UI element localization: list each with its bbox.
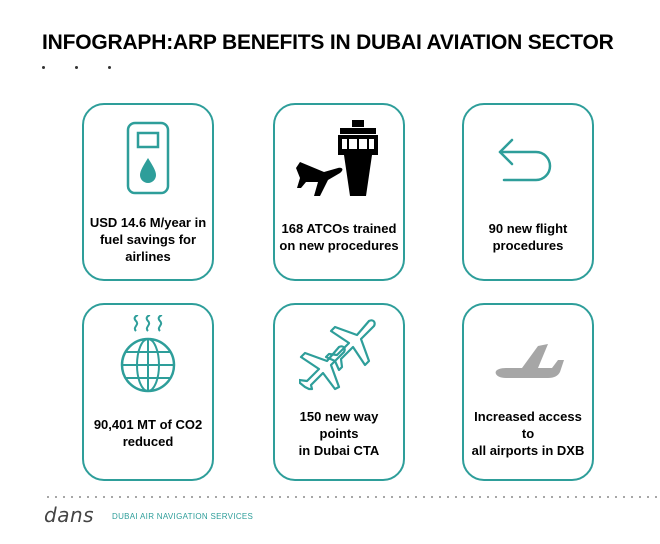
card-label: 150 new way points in Dubai CTA (298, 408, 380, 458)
footer-divider (44, 496, 660, 498)
card-label: 90,401 MT of CO2 reduced (93, 417, 203, 449)
card-label: Increased access to all airports in DXB (471, 408, 585, 458)
benefit-card-co2-reduction: 90,401 MT of CO2 reduced (82, 303, 214, 481)
control-tower-icon (275, 119, 403, 199)
dans-logo: dans (44, 503, 95, 527)
return-arrow-icon (464, 119, 592, 199)
benefit-card-airport-access: Increased access to all airports in DXB (462, 303, 594, 481)
airplane-icon (464, 319, 592, 399)
benefit-card-atco-training: 168 ATCOs trained on new procedures (273, 103, 405, 281)
org-name: DUBAI AIR NAVIGATION SERVICES (112, 512, 254, 521)
page-title: INFOGRAPH:ARP BENEFITS IN DUBAI AVIATION… (42, 31, 614, 54)
card-label: 90 new flight procedures (488, 221, 568, 253)
globe-emissions-icon (84, 315, 212, 395)
card-label: USD 14.6 M/year in fuel savings for airl… (89, 214, 207, 264)
benefit-card-fuel-savings: USD 14.6 M/year in fuel savings for airl… (82, 103, 214, 281)
benefit-card-flight-procedures: 90 new flight procedures (462, 103, 594, 281)
fuel-pump-icon (84, 119, 212, 199)
benefit-card-way-points: 150 new way points in Dubai CTA (273, 303, 405, 481)
card-label: 168 ATCOs trained on new procedures (279, 221, 399, 253)
two-airplanes-icon (275, 315, 403, 395)
